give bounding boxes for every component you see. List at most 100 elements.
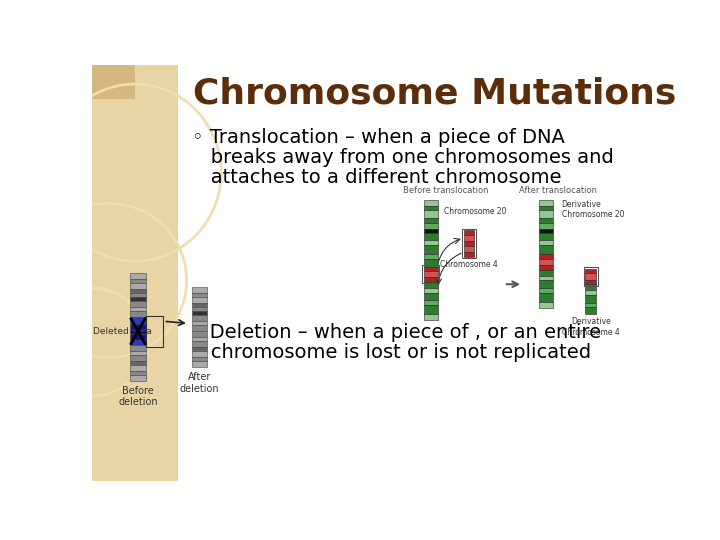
Bar: [130, 334, 146, 340]
Bar: [130, 311, 146, 318]
Bar: [130, 307, 146, 311]
Bar: [539, 254, 553, 259]
Bar: [130, 365, 146, 372]
Bar: [192, 321, 207, 325]
Bar: [584, 267, 598, 286]
Bar: [130, 375, 146, 381]
Bar: [130, 273, 146, 279]
Bar: [192, 315, 207, 321]
Bar: [423, 305, 438, 314]
Bar: [192, 293, 207, 296]
Bar: [539, 259, 553, 265]
Text: After
deletion: After deletion: [180, 372, 220, 394]
Bar: [539, 200, 553, 206]
Bar: [423, 233, 438, 240]
Text: Chromosome 4: Chromosome 4: [440, 260, 498, 269]
Bar: [539, 293, 553, 302]
Bar: [192, 357, 207, 361]
Bar: [539, 245, 553, 254]
Bar: [464, 252, 474, 256]
Text: Before translocation: Before translocation: [403, 186, 489, 195]
Bar: [585, 269, 596, 273]
Bar: [585, 273, 596, 280]
Bar: [192, 311, 207, 315]
Text: Chromosome Mutations: Chromosome Mutations: [194, 76, 677, 110]
Text: attaches to a different chromosome: attaches to a different chromosome: [192, 168, 562, 187]
Bar: [192, 331, 207, 338]
Bar: [130, 283, 146, 289]
Bar: [192, 287, 207, 293]
Bar: [423, 314, 438, 320]
Bar: [130, 318, 146, 323]
Bar: [423, 282, 438, 288]
Bar: [539, 302, 553, 308]
Text: breaks away from one chromosomes and: breaks away from one chromosomes and: [192, 148, 613, 167]
Bar: [423, 218, 438, 222]
Bar: [192, 338, 207, 341]
Bar: [423, 222, 438, 229]
Bar: [130, 298, 146, 301]
Bar: [422, 265, 439, 284]
Bar: [423, 254, 438, 259]
Bar: [423, 200, 438, 206]
Bar: [423, 259, 438, 267]
Bar: [539, 229, 553, 233]
Bar: [423, 293, 438, 300]
Bar: [130, 345, 146, 351]
Bar: [539, 233, 553, 240]
Bar: [146, 316, 163, 347]
Bar: [539, 280, 553, 288]
Bar: [92, 65, 135, 99]
Bar: [130, 323, 146, 330]
Text: ◦ Translocation – when a piece of DNA: ◦ Translocation – when a piece of DNA: [192, 128, 564, 147]
Bar: [585, 295, 596, 303]
Bar: [130, 289, 146, 293]
Bar: [130, 293, 146, 298]
Bar: [464, 231, 474, 235]
Bar: [539, 211, 553, 218]
Bar: [539, 269, 553, 276]
Bar: [130, 351, 146, 355]
Text: Before
deletion: Before deletion: [118, 386, 158, 408]
Bar: [130, 355, 146, 361]
Bar: [423, 300, 438, 305]
Text: After translocation: After translocation: [518, 186, 597, 195]
Bar: [192, 296, 207, 303]
Bar: [423, 278, 438, 282]
Text: Derivative
Chromosome 4: Derivative Chromosome 4: [562, 318, 620, 337]
Bar: [423, 240, 438, 245]
Bar: [192, 307, 207, 311]
Bar: [130, 301, 146, 307]
Bar: [539, 240, 553, 245]
Bar: [423, 271, 438, 278]
Bar: [585, 291, 596, 295]
Bar: [464, 246, 474, 252]
Bar: [423, 206, 438, 211]
Bar: [130, 372, 146, 375]
Bar: [423, 245, 438, 254]
Bar: [585, 284, 596, 291]
Bar: [539, 288, 553, 293]
Bar: [539, 276, 553, 280]
Bar: [192, 347, 207, 351]
Text: chromosome is lost or is not replicated: chromosome is lost or is not replicated: [192, 343, 591, 362]
Bar: [192, 303, 207, 307]
Bar: [464, 235, 474, 241]
Text: Deleted area: Deleted area: [94, 327, 152, 336]
Bar: [423, 229, 438, 233]
Bar: [539, 218, 553, 222]
Bar: [464, 241, 474, 246]
Bar: [130, 330, 146, 334]
Bar: [192, 325, 207, 331]
Bar: [539, 222, 553, 229]
Bar: [92, 65, 178, 481]
Bar: [192, 341, 207, 347]
Bar: [423, 211, 438, 218]
Bar: [585, 303, 596, 307]
Bar: [423, 288, 438, 293]
Bar: [539, 265, 553, 269]
Bar: [585, 280, 596, 284]
Text: Chromosome 20: Chromosome 20: [444, 207, 507, 216]
Bar: [192, 351, 207, 357]
Bar: [130, 340, 146, 345]
